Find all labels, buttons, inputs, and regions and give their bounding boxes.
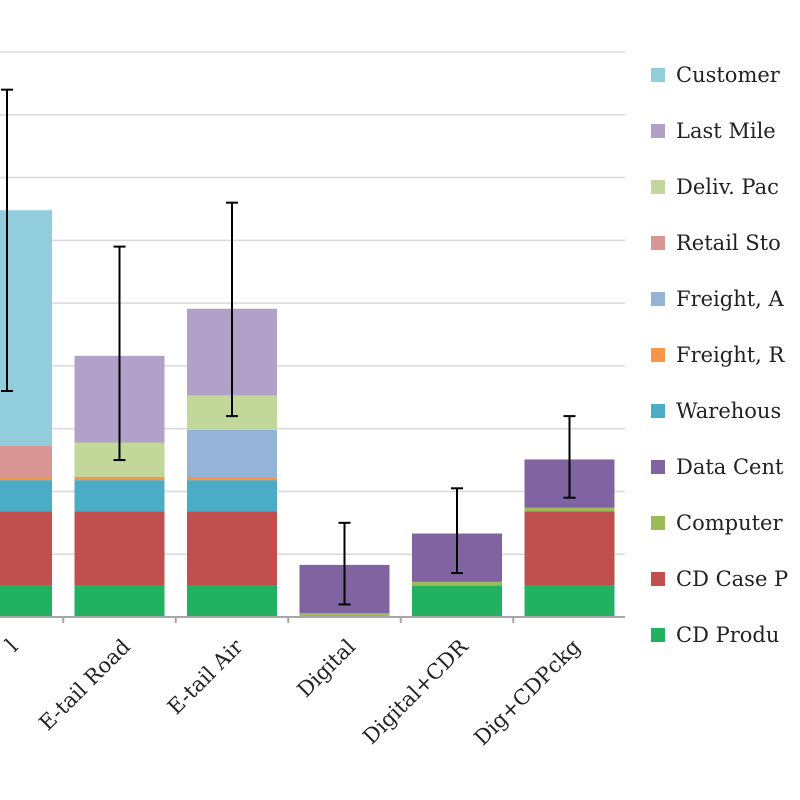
legend-item-computer: Computer [651, 511, 783, 535]
legend-label: CD Produ [676, 623, 779, 647]
bar-e-tail-air-freight-air [187, 429, 277, 478]
bar-e-tail-air-warehouse [187, 480, 277, 512]
x-axis-labels: l E-tail Road E-tail Air DigitalDigital+CDR… [1, 634, 585, 750]
legend-swatch [651, 628, 665, 642]
x-axis [0, 616, 625, 623]
legend-swatch [651, 348, 665, 362]
x-tick-label-e-tail-air: E-tail Air [163, 634, 248, 719]
legend-swatch [651, 516, 665, 530]
legend-swatch [651, 180, 665, 194]
error-bar-e-tail-road [113, 245, 126, 462]
legend-item-freight-road: Freight, R [651, 343, 786, 367]
legend-swatch [651, 404, 665, 418]
bar-dig-cdpckg-cd-case-packaging [524, 511, 615, 586]
bar-e-tail-air-cd-production [187, 585, 277, 617]
x-tick-label-e-tail: l [1, 634, 23, 656]
bar-dig-cdpckg-cd-production [524, 585, 615, 617]
legend-item-cd-production: CD Produ [651, 623, 779, 647]
legend-label: Computer [676, 511, 783, 535]
legend-label: Warehous [676, 399, 781, 423]
bar-e-tail-road-cd-case-packaging [74, 511, 165, 586]
bar-digital-cdr-cd-production [412, 585, 502, 617]
bar-e-tail-cd-case-packaging [0, 511, 52, 586]
error-bar-dig-cdpckg [563, 415, 576, 499]
bar-e-tail-air-freight-road [187, 477, 277, 481]
legend-item-freight-air: Freight, A [651, 287, 785, 311]
legend-swatch [651, 460, 665, 474]
error-bar-digital-cdr [451, 487, 463, 575]
legend-label: CD Case P [676, 567, 788, 591]
error-bars [1, 88, 576, 606]
legend-label: Freight, A [676, 287, 785, 311]
bar-e-tail-road-cd-production [74, 585, 165, 617]
x-tick-label-digital: Digital [293, 634, 361, 702]
legend-item-deliv-packaging: Deliv. Pac [651, 175, 779, 199]
legend-swatch [651, 292, 665, 306]
error-bar-digital [338, 521, 351, 606]
bar-e-tail-road-freight-road [74, 477, 165, 481]
bar-e-tail-warehouse [0, 480, 52, 512]
bar-digital-computer [299, 613, 390, 617]
bars [0, 210, 615, 617]
legend-label: Retail Sto [676, 231, 781, 255]
legend-label: Last Mile [676, 119, 776, 143]
legend-swatch [651, 124, 665, 138]
legend-label: Customer [676, 63, 781, 87]
legend-item-warehouse: Warehous [651, 399, 781, 423]
x-tick-label-e-tail-road: E-tail Road [34, 635, 135, 736]
bar-e-tail-road-warehouse [74, 480, 165, 512]
bar-e-tail-retail-store [0, 445, 52, 478]
x-tick-label-dig-cdpckg: Dig+CDPckg [469, 635, 585, 751]
x-tick-label-digital-cdr: Digital+CDR [358, 634, 473, 749]
bar-e-tail-freight-road [0, 477, 52, 481]
legend-swatch [651, 68, 665, 82]
legend-item-customer: Customer [651, 63, 781, 87]
legend-item-last-mile: Last Mile [651, 119, 776, 143]
legend-item-data-center: Data Cent [651, 455, 784, 479]
bar-e-tail-customer [0, 210, 52, 446]
legend-item-cd-case-packaging: CD Case P [651, 567, 788, 591]
legend-label: Data Cent [676, 455, 784, 479]
bar-e-tail-air-cd-case-packaging [187, 511, 277, 586]
legend-item-retail-store: Retail Sto [651, 231, 781, 255]
legend: Customer Last Mile Deliv. Pac Retail Sto Fre… [651, 63, 788, 647]
error-bar-e-tail-air [226, 201, 238, 418]
legend-swatch [651, 572, 665, 586]
error-bar-e-tail [1, 88, 13, 392]
legend-label: Freight, R [676, 343, 786, 367]
bar-dig-cdpckg-computer [524, 507, 615, 512]
legend-swatch [651, 236, 665, 250]
legend-label: Deliv. Pac [676, 175, 779, 199]
bar-e-tail-cd-production [0, 585, 52, 617]
bar-digital-cdr-computer [412, 581, 502, 586]
